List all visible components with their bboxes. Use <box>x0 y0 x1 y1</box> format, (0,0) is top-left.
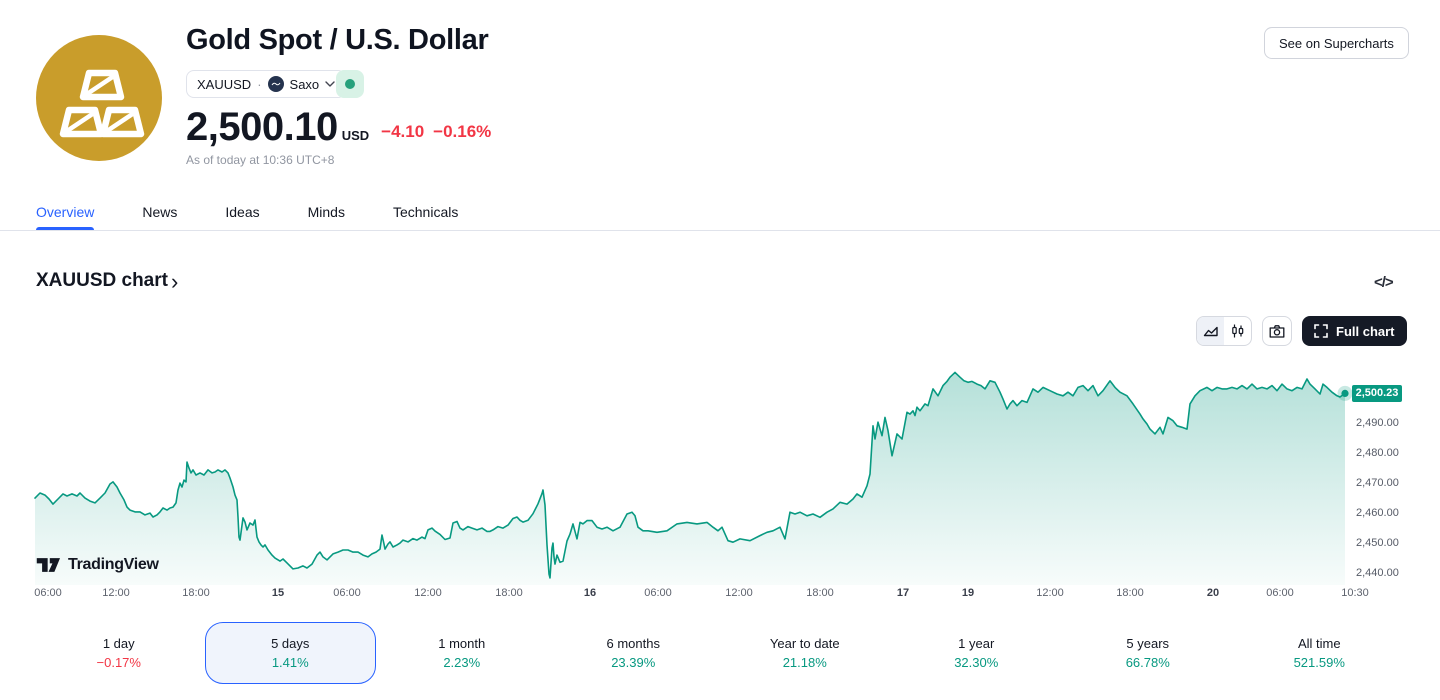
period-5-days[interactable]: 5 days 1.41% <box>204 622 376 684</box>
price-change: −4.10 <box>381 122 425 141</box>
x-axis-label: 06:00 <box>644 587 672 599</box>
x-axis-label: 06:00 <box>1266 587 1294 599</box>
x-axis-label: 12:00 <box>1036 587 1064 599</box>
currency-label: USD <box>341 128 370 143</box>
tradingview-logo-text: TradingView <box>68 556 159 573</box>
period-label: 6 months <box>606 636 660 651</box>
chart-type-segmented-control <box>1196 316 1252 346</box>
tab-minds[interactable]: Minds <box>307 204 345 220</box>
x-axis-label: 12:00 <box>414 587 442 599</box>
period-year-to-date[interactable]: Year to date 21.18% <box>719 622 891 684</box>
chevron-right-icon: › <box>170 268 179 294</box>
candles-chart-type-button[interactable] <box>1224 317 1251 345</box>
period-label: 1 year <box>958 636 995 651</box>
tabs-divider <box>0 230 1440 231</box>
period-all-time[interactable]: All time 521.59% <box>1234 622 1406 684</box>
symbol-separator: · <box>257 76 262 92</box>
area-chart-type-button[interactable] <box>1197 317 1224 345</box>
period-1-month[interactable]: 1 month 2.23% <box>376 622 548 684</box>
price-row: 2,500.10 USD −4.10 −0.16% <box>186 104 491 150</box>
symbol-label: XAUUSD <box>197 76 252 92</box>
period-1-year[interactable]: 1 year 32.30% <box>891 622 1063 684</box>
price-area-fill <box>35 372 1345 585</box>
price-area-chart[interactable] <box>0 356 1404 588</box>
chart-section-title-link[interactable]: XAUUSD chart › <box>36 270 178 292</box>
camera-icon <box>1269 324 1285 338</box>
x-axis-label: 18:00 <box>806 587 834 599</box>
x-axis-label: 17 <box>896 587 910 599</box>
period-label: 5 days <box>271 636 310 651</box>
x-axis-label: 20 <box>1206 587 1220 599</box>
page-title: Gold Spot / U.S. Dollar <box>186 24 489 56</box>
see-on-supercharts-button[interactable]: See on Supercharts <box>1264 27 1409 59</box>
fullscreen-icon <box>1314 324 1328 338</box>
period-1-day[interactable]: 1 day −0.17% <box>33 622 205 684</box>
x-axis-label: 10:30 <box>1341 587 1369 599</box>
price-change-group: −4.10 −0.16% <box>381 122 491 142</box>
x-axis-label: 18:00 <box>495 587 523 599</box>
period-label: 5 years <box>1126 636 1170 651</box>
period-label: 1 day <box>102 636 135 651</box>
period-label: All time <box>1297 636 1341 651</box>
x-axis-label: 12:00 <box>725 587 753 599</box>
x-axis-label: 16 <box>583 587 597 599</box>
as-of-timestamp: As of today at 10:36 UTC+8 <box>186 153 335 167</box>
full-chart-button[interactable]: Full chart <box>1302 316 1407 346</box>
full-chart-label: Full chart <box>1336 323 1395 339</box>
tab-ideas[interactable]: Ideas <box>225 204 260 220</box>
x-axis-label: 18:00 <box>1116 587 1144 599</box>
tradingview-logo[interactable]: TradingView <box>36 556 159 574</box>
x-axis-label: 19 <box>961 587 975 599</box>
period-5-years[interactable]: 5 years 66.78% <box>1062 622 1234 684</box>
x-axis-label: 06:00 <box>333 587 361 599</box>
tab-news[interactable]: News <box>142 204 178 220</box>
gold-bars-icon <box>36 35 162 161</box>
price-line <box>34 371 1346 579</box>
market-status-indicator <box>336 70 364 98</box>
tab-overview[interactable]: Overview <box>36 204 95 230</box>
symbol-tabs: Overview News Ideas Minds Technicals <box>36 204 458 230</box>
period-change: 21.18% <box>782 655 827 670</box>
area-chart-icon <box>1203 326 1218 337</box>
period-change: −0.17% <box>96 655 141 670</box>
period-6-months[interactable]: 6 months 23.39% <box>548 622 720 684</box>
chart-section-title: XAUUSD chart <box>36 270 168 291</box>
x-axis-label: 18:00 <box>182 587 210 599</box>
tradingview-mark-icon <box>36 558 61 572</box>
candles-icon <box>1231 324 1243 338</box>
period-change: 2.23% <box>443 655 481 670</box>
snapshot-button[interactable] <box>1262 316 1292 346</box>
period-change: 1.41% <box>271 655 309 670</box>
period-label: 1 month <box>438 636 486 651</box>
chevron-down-icon <box>325 81 335 87</box>
tab-technicals[interactable]: Technicals <box>392 204 459 220</box>
x-axis-label: 12:00 <box>102 587 130 599</box>
period-change: 66.78% <box>1125 655 1170 670</box>
exchange-label: Saxo <box>289 76 320 92</box>
last-price-dot-icon <box>1341 389 1349 397</box>
x-axis-label: 15 <box>271 587 285 599</box>
period-label: Year to date <box>769 636 840 651</box>
last-price: 2,500.10 <box>186 105 338 149</box>
x-axis-label: 06:00 <box>34 587 62 599</box>
period-selector: 1 day −0.17% 5 days 1.41% 1 month 2.23% … <box>33 622 1405 684</box>
embed-code-icon[interactable]: </> <box>1374 274 1394 291</box>
period-change: 521.59% <box>1293 655 1345 670</box>
period-change: 32.30% <box>954 655 999 670</box>
saxo-logo-icon <box>267 76 284 92</box>
price-change-percent: −0.16% <box>433 122 492 141</box>
symbol-selector-chip[interactable]: XAUUSD · Saxo <box>186 70 347 98</box>
last-price-badge: 2,500.23 <box>1352 384 1402 402</box>
market-open-dot-icon <box>345 79 355 89</box>
period-change: 23.39% <box>611 655 656 670</box>
